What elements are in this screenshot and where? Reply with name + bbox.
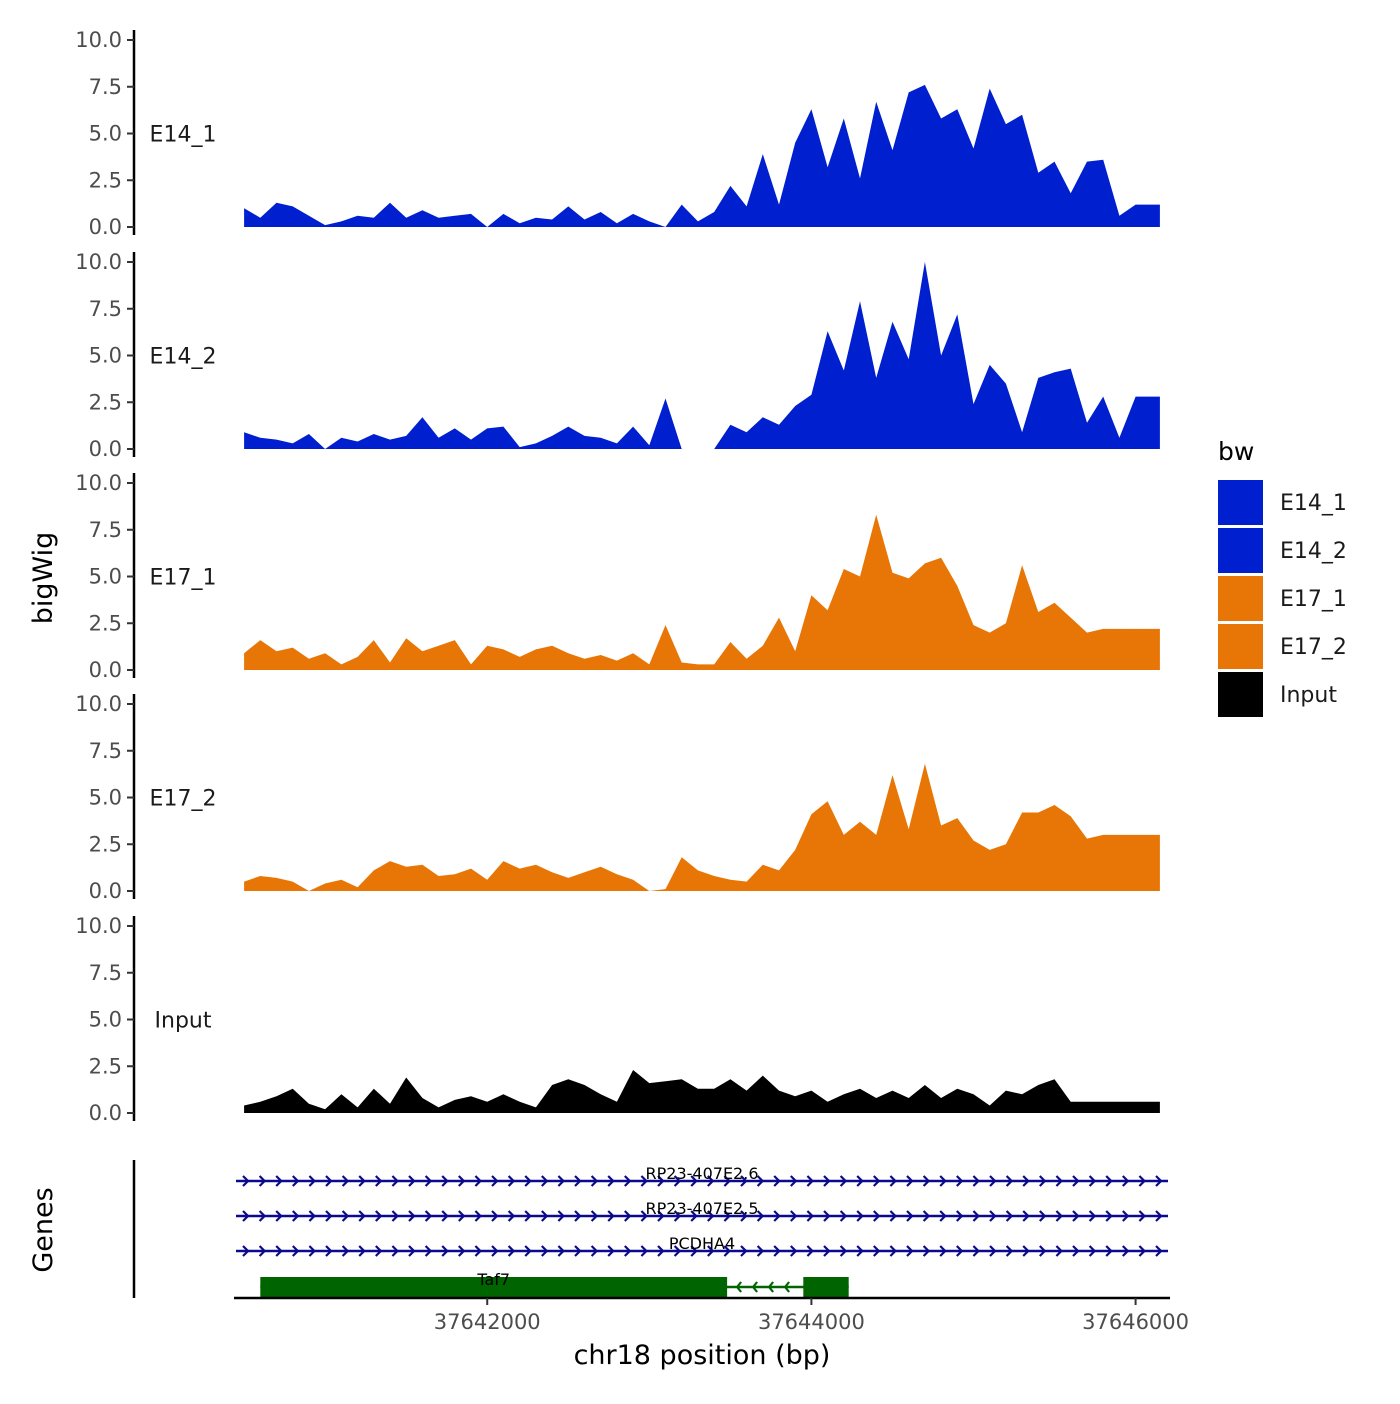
legend-label-E14_2: E14_2 xyxy=(1280,539,1347,564)
area-Input xyxy=(244,1070,1160,1113)
gene-exon xyxy=(803,1277,848,1297)
legend-label-Input: Input xyxy=(1280,683,1337,708)
x-axis: 37642000 37644000 37646000 xyxy=(234,1298,1189,1334)
track-E17_1: 0.0 2.5 5.0 7.5 10.0 E17_1 xyxy=(75,471,1160,682)
y-tick-label: 2.5 xyxy=(89,390,122,414)
y-tick-label: 2.5 xyxy=(89,832,122,856)
legend-title: bw xyxy=(1218,437,1254,466)
gene-label: RP23-407E2.6 xyxy=(646,1164,759,1183)
gene-label: Taf7 xyxy=(476,1270,510,1289)
track-E17_2: 0.0 2.5 5.0 7.5 10.0 E17_2 xyxy=(75,692,1160,903)
area-E17_1 xyxy=(244,515,1160,670)
y-tick-label: 5.0 xyxy=(89,1008,122,1032)
track-E14_2: 0.0 2.5 5.0 7.5 10.0 E14_2 xyxy=(75,250,1160,461)
gene-label: PCDHA4 xyxy=(669,1234,735,1253)
legend: E14_1 E14_2 E17_1 E17_2 Input xyxy=(1218,480,1347,717)
y-tick-label: 2.5 xyxy=(89,168,122,192)
y-tick-label: 10.0 xyxy=(75,250,122,274)
legend-swatch-Input xyxy=(1218,672,1263,717)
y-tick-label: 10.0 xyxy=(75,471,122,495)
genes-track-title: Genes xyxy=(28,1187,59,1272)
track-label-E14_1: E14_1 xyxy=(150,123,217,148)
y-tick-label: 7.5 xyxy=(89,739,122,763)
track-Input: 0.0 2.5 5.0 7.5 10.0 Input xyxy=(75,914,1160,1125)
y-tick-label: 5.0 xyxy=(89,565,122,589)
y-tick-label: 7.5 xyxy=(89,518,122,542)
track-label-Input: Input xyxy=(155,1009,212,1034)
y-tick-label: 10.0 xyxy=(75,914,122,938)
y-tick-label: 0.0 xyxy=(89,879,122,903)
y-tick-label: 5.0 xyxy=(89,786,122,810)
legend-label-E17_2: E17_2 xyxy=(1280,635,1347,660)
track-E14_1: 0.0 2.5 5.0 7.5 10.0 E14_1 xyxy=(75,28,1160,239)
gene-RP23-407E2.6: RP23-407E2.6 xyxy=(236,1164,1168,1186)
y-tick-label: 10.0 xyxy=(75,28,122,52)
gene-RP23-407E2.5: RP23-407E2.5 xyxy=(236,1199,1168,1221)
y-tick-label: 5.0 xyxy=(89,122,122,146)
gene-track: RP23-407E2.6 RP23-407E2.5 PCDHA4 Taf7 xyxy=(134,1160,1168,1298)
y-tick-label: 0.0 xyxy=(89,1101,122,1125)
y-tick-label: 0.0 xyxy=(89,215,122,239)
x-axis-title: chr18 position (bp) xyxy=(574,1340,831,1371)
area-E14_2 xyxy=(244,262,1160,449)
y-tick-label: 2.5 xyxy=(89,1054,122,1078)
x-tick-label: 37642000 xyxy=(434,1310,541,1334)
y-tick-label: 0.0 xyxy=(89,437,122,461)
y-tick-label: 7.5 xyxy=(89,75,122,99)
y-axis-title: bigWig xyxy=(28,532,59,625)
signal-tracks: 0.0 2.5 5.0 7.5 10.0 E14_1 0.0 2.5 5.0 7.5 10.0 E14… xyxy=(75,28,1160,1125)
legend-swatch-E14_2 xyxy=(1218,528,1263,573)
legend-label-E14_1: E14_1 xyxy=(1280,491,1347,516)
track-label-E14_2: E14_2 xyxy=(150,345,217,370)
y-tick-label: 10.0 xyxy=(75,692,122,716)
x-tick-label: 37646000 xyxy=(1082,1310,1189,1334)
legend-swatch-E17_2 xyxy=(1218,624,1263,669)
y-tick-label: 7.5 xyxy=(89,297,122,321)
legend-swatch-E17_1 xyxy=(1218,576,1263,621)
gene-Taf7: Taf7 xyxy=(260,1270,848,1297)
area-E14_1 xyxy=(244,85,1160,227)
gene-label: RP23-407E2.5 xyxy=(646,1199,759,1218)
gene-PCDHA4: PCDHA4 xyxy=(236,1234,1168,1256)
y-tick-label: 7.5 xyxy=(89,961,122,985)
y-tick-label: 0.0 xyxy=(89,658,122,682)
legend-swatch-E14_1 xyxy=(1218,480,1263,525)
area-E17_2 xyxy=(244,764,1160,891)
track-label-E17_2: E17_2 xyxy=(150,787,217,812)
y-tick-label: 5.0 xyxy=(89,344,122,368)
track-label-E17_1: E17_1 xyxy=(150,566,217,591)
y-tick-label: 2.5 xyxy=(89,611,122,635)
x-tick-label: 37644000 xyxy=(758,1310,865,1334)
legend-label-E17_1: E17_1 xyxy=(1280,587,1347,612)
